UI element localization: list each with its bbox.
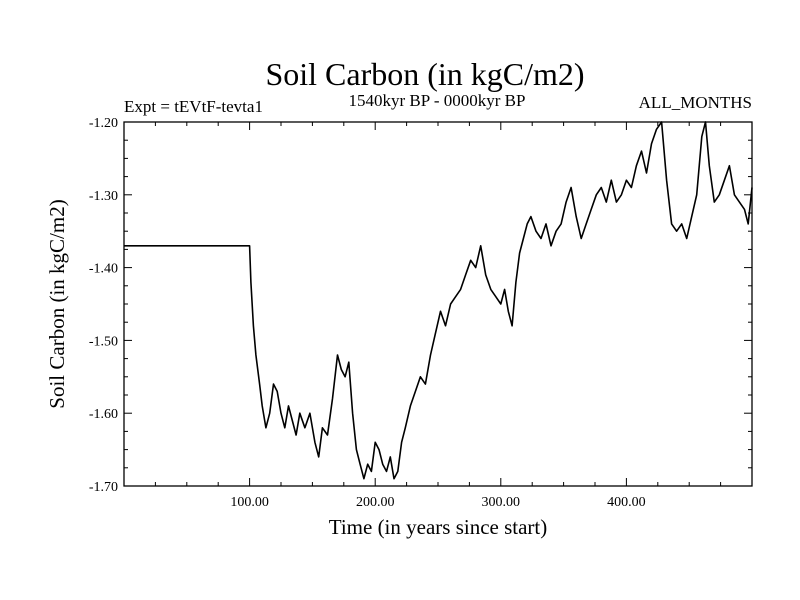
months-label: ALL_MONTHS	[639, 93, 752, 112]
y-tick-label: -1.50	[89, 334, 118, 349]
x-tick-label: 100.00	[230, 495, 269, 510]
y-tick-label: -1.40	[89, 262, 118, 277]
plot-frame	[123, 121, 753, 487]
y-tick-label: -1.60	[89, 407, 118, 422]
chart-title: Soil Carbon (in kgC/m2)	[265, 56, 584, 92]
axes: 100.00 200.00 300.00 400.00 -1.20 -1.30 -1.40 -…	[89, 116, 752, 510]
x-tick-label: 300.00	[482, 495, 521, 510]
series-line-soil-carbon	[124, 121, 753, 480]
x-tick-label: 200.00	[356, 495, 395, 510]
y-axis-label: Soil Carbon (in kgC/m2)	[45, 199, 69, 408]
experiment-label: Expt = tEVtF-tevta1	[124, 97, 263, 116]
y-tick-label: -1.30	[89, 189, 118, 204]
x-tick-label: 400.00	[607, 495, 646, 510]
y-tick-label: -1.70	[89, 480, 118, 495]
y-tick-label: -1.20	[89, 116, 118, 131]
time-range-label: 1540kyr BP - 0000kyr BP	[349, 91, 526, 110]
x-axis-label: Time (in years since start)	[329, 515, 548, 539]
